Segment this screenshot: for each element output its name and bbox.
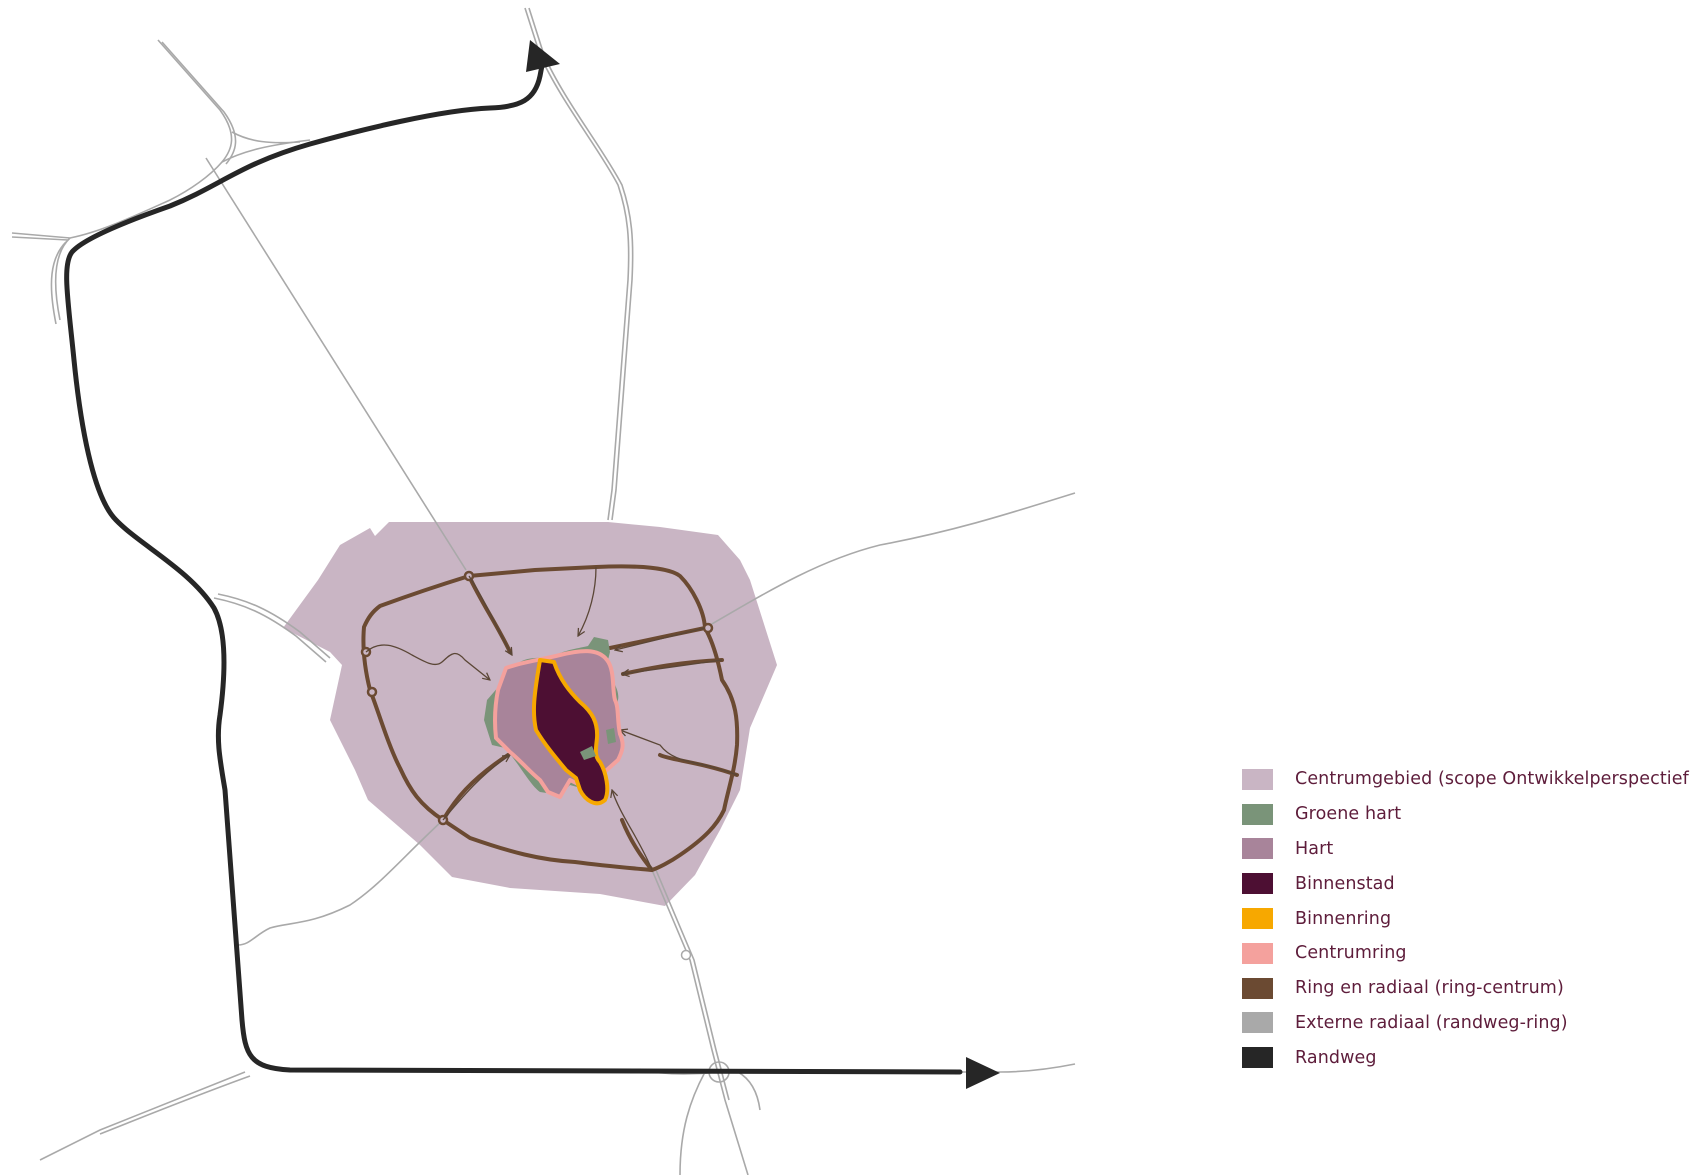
binnenstad-area — [531, 658, 610, 806]
legend-label: Randweg — [1295, 1047, 1377, 1068]
legend-swatch — [1242, 873, 1273, 895]
external-radials — [11, 7, 1076, 1175]
legend-label: Centrumring — [1295, 943, 1407, 964]
legend-item-ring-en-radiaal: Ring en radiaal (ring-centrum) — [1242, 971, 1682, 1006]
access-arrows — [365, 566, 738, 871]
legend-swatch — [1242, 942, 1273, 964]
randweg — [64, 40, 1000, 1089]
legend-item-groene-hart: Groene hart — [1242, 797, 1682, 832]
randweg-arrow-east — [966, 1057, 1000, 1089]
legend-swatch — [1242, 838, 1273, 860]
legend-item-centrumgebied: Centrumgebied (scope Ontwikkelperspectie… — [1242, 762, 1690, 797]
legend-label: Binnenring — [1295, 908, 1392, 929]
legend-swatch — [1242, 908, 1273, 930]
legend-label: Centrumgebied (scope Ontwikkelperspectie… — [1295, 769, 1690, 790]
legend-swatch — [1242, 977, 1273, 999]
legend-swatch — [1242, 1047, 1273, 1069]
legend-label: Ring en radiaal (ring-centrum) — [1295, 978, 1564, 999]
legend-item-hart: Hart — [1242, 832, 1682, 867]
legend-item-binnenring: Binnenring — [1242, 901, 1682, 936]
junction-node — [680, 949, 692, 961]
legend-label: Binnenstad — [1295, 873, 1395, 894]
legend-item-randweg: Randweg — [1242, 1040, 1682, 1075]
legend-swatch — [1242, 1012, 1273, 1034]
randweg-arrow-north — [526, 40, 560, 72]
legend: Centrumgebied (scope Ontwikkelperspectie… — [1242, 762, 1690, 1075]
legend-item-centrumring: Centrumring — [1242, 936, 1682, 971]
legend-label: Hart — [1295, 838, 1334, 859]
inner-green-patches — [580, 728, 616, 760]
legend-label: Externe radiaal (randweg-ring) — [1295, 1012, 1568, 1033]
legend-item-externe-radiaal: Externe radiaal (randweg-ring) — [1242, 1006, 1682, 1041]
legend-swatch — [1242, 768, 1273, 790]
legend-label: Groene hart — [1295, 804, 1402, 825]
legend-swatch — [1242, 803, 1273, 825]
legend-item-binnenstad: Binnenstad — [1242, 866, 1682, 901]
